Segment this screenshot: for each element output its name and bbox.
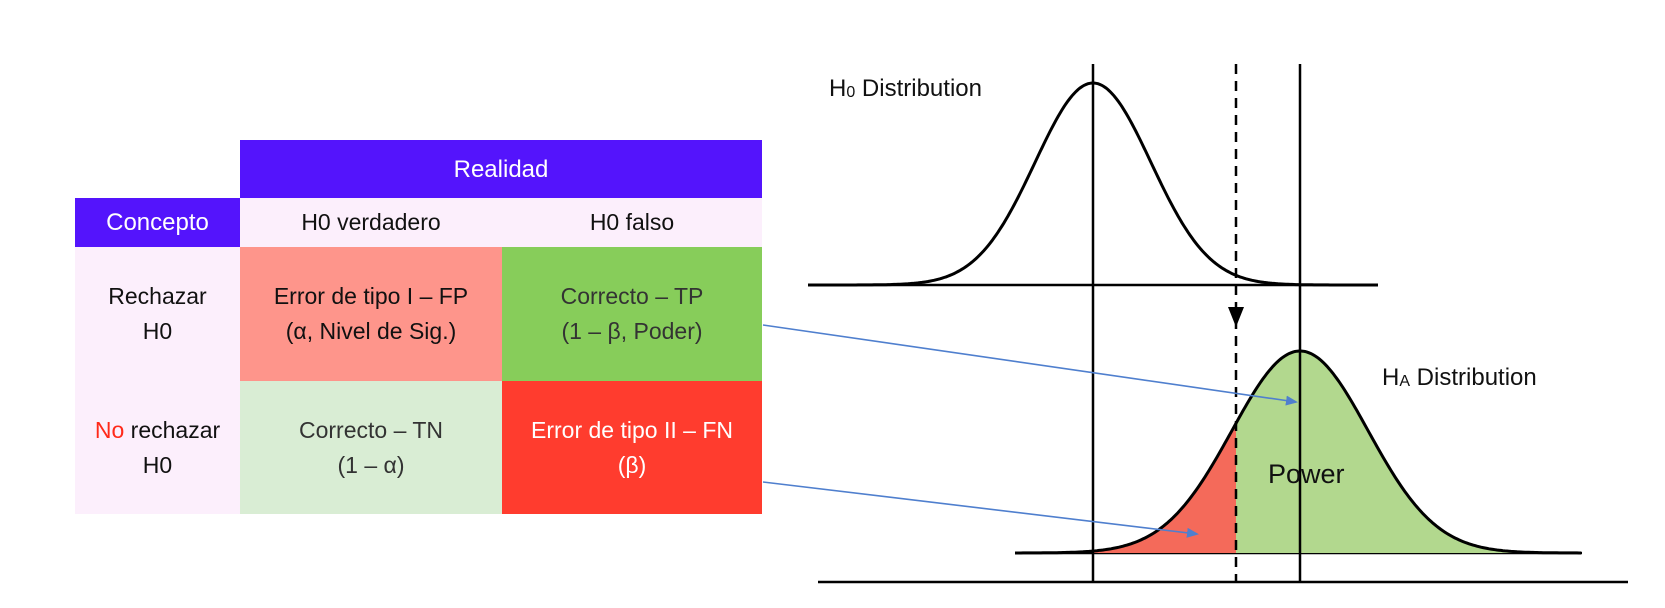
realidad-label: Realidad [453,155,549,183]
concepto-header: Concepto [75,198,240,247]
no-word: No [94,416,125,443]
row-no-reject-line1: No rechazar [95,413,220,448]
tn-line2: (1 – α) [337,451,405,478]
tn-line1: Correcto – TN [298,416,443,443]
type2-line2: (β) [617,451,647,478]
rechazar-word: rechazar [124,416,221,443]
type2-line1: Error de tipo II – FN [531,416,733,443]
ha-distribution-label: HA Distribution [1382,364,1537,391]
row-no-reject-line2: H0 [142,451,173,478]
power-label: Power [1268,459,1345,489]
col-h0-true-label: H0 verdadero [301,209,441,235]
col-h0-false-label: H0 falso [589,209,675,235]
row-reject-line2: H0 [142,318,173,344]
ha-curve [1015,349,1581,555]
row-reject-label: Rechazar H0 [75,247,240,381]
type1-line2: (α, Nivel de Sig.) [285,318,457,344]
col-h0-false-header: H0 falso [502,198,762,247]
critical-arrow-icon [1228,307,1244,327]
type1-line1: Error de tipo I – FP [273,283,469,309]
row-reject-line1: Rechazar [108,283,207,309]
realidad-header: Realidad [240,140,762,198]
tp-line1: Correcto – TP [560,283,704,309]
type1-error-cell: Error de tipo I – FP (α, Nivel de Sig.) [240,247,502,381]
true-positive-cell: Correcto – TP (1 – β, Poder) [502,247,762,381]
fn-to-beta-arrow [762,481,1199,538]
power-region [1236,351,1530,553]
confusion-table: Realidad Concepto H0 verdadero H0 falso … [75,140,762,514]
tp-line2: (1 – β, Poder) [561,318,703,344]
beta-region [1093,423,1236,553]
col-h0-true-header: H0 verdadero [240,198,502,247]
true-negative-cell: Correcto – TN (1 – α) [240,381,502,514]
tp-to-power-arrow [762,324,1298,406]
row-no-reject-label: No rechazar H0 [75,381,240,514]
concepto-label: Concepto [106,209,209,236]
h0-distribution-label: H0 Distribution [829,75,982,102]
type2-error-cell: Error de tipo II – FN (β) [502,381,762,514]
